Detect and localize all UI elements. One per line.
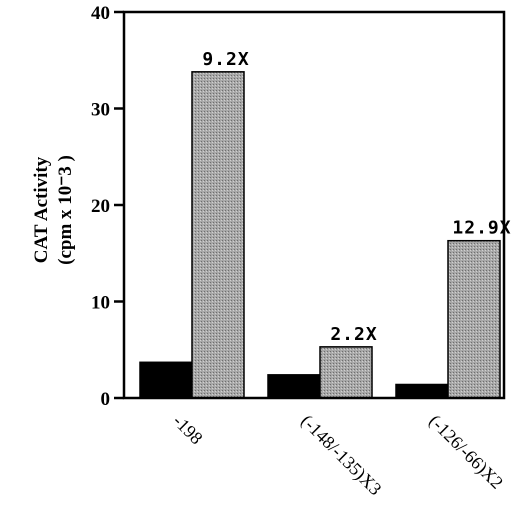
x-category-label: (-148/-135)X3 [296, 411, 385, 500]
y-tick-label: 10 [91, 293, 110, 314]
bars [139, 71, 501, 399]
bar-basal [395, 383, 449, 399]
data-label: 2.2X [330, 324, 377, 345]
x-category-label: -198 [169, 411, 206, 448]
y-tick-label: 0 [101, 389, 111, 410]
bar-induced [447, 239, 501, 399]
y-tick-label: 20 [91, 196, 110, 217]
data-labels: 9.2X 2.2X 12.9X [202, 49, 511, 345]
category-labels: -198 (-148/-135)X3 (-126/-66)X2 [169, 411, 507, 500]
x-category-label: (-126/-66)X2 [424, 411, 507, 494]
bar-basal [139, 361, 193, 399]
plot-frame [122, 10, 506, 400]
bar-induced [319, 346, 373, 399]
bar-induced [191, 71, 245, 399]
y-axis-ticks: 0 10 20 30 40 [91, 3, 124, 410]
data-label: 12.9X [452, 218, 511, 239]
y-axis-label-line1: CAT Activity [31, 156, 52, 263]
y-tick-label: 40 [91, 3, 110, 24]
data-label: 9.2X [202, 49, 249, 70]
bar-basal [267, 374, 321, 399]
y-axis-title: CAT Activity (cpm x 10⁻3 ) [31, 155, 76, 265]
y-axis-label-line2: (cpm x 10⁻3 ) [55, 155, 76, 265]
y-tick-label: 30 [91, 100, 110, 121]
